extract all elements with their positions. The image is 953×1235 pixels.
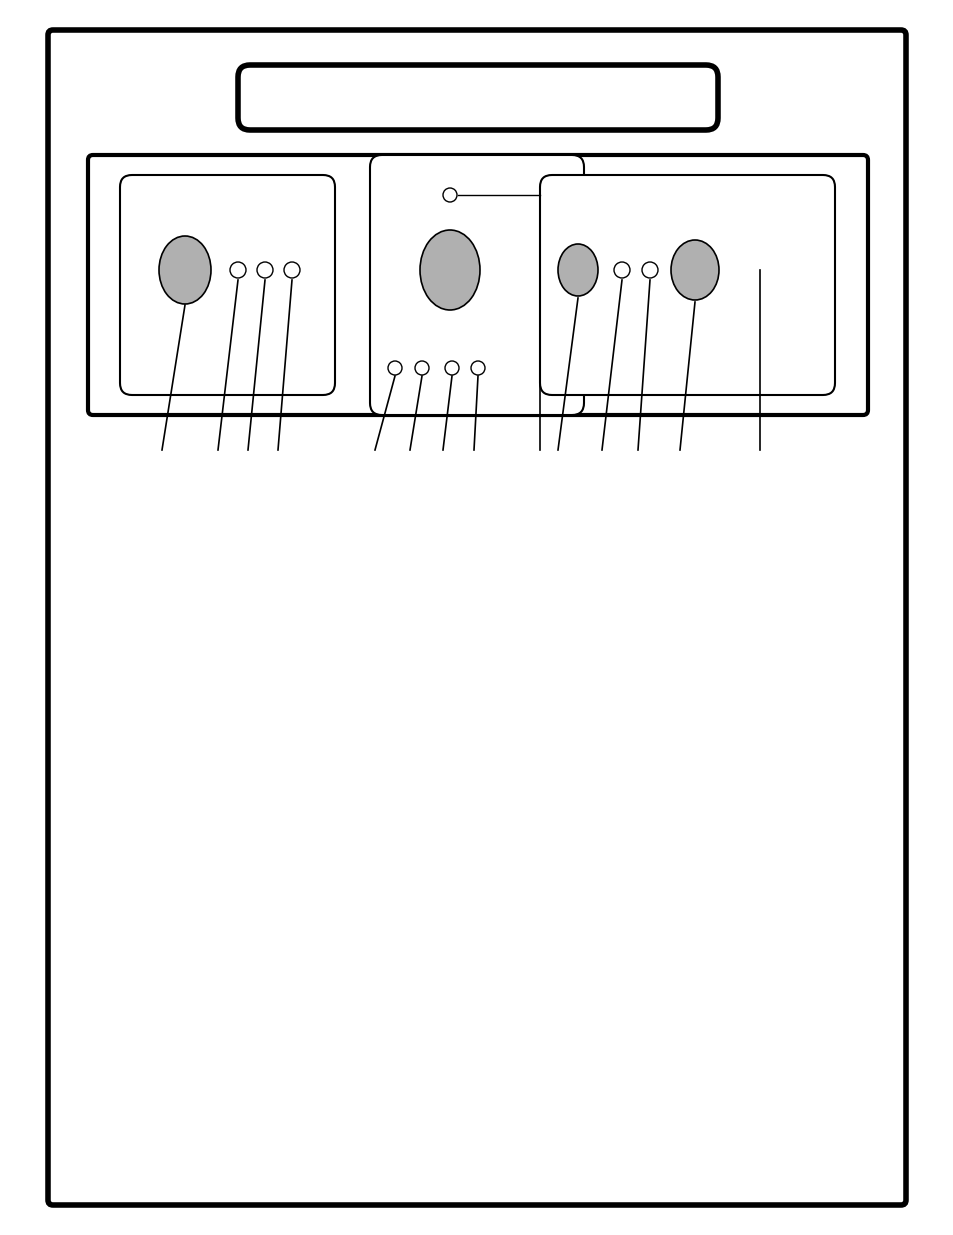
Ellipse shape <box>419 230 479 310</box>
FancyBboxPatch shape <box>48 30 905 1205</box>
FancyBboxPatch shape <box>370 156 583 415</box>
Ellipse shape <box>159 236 211 304</box>
Circle shape <box>442 188 456 203</box>
Circle shape <box>641 262 658 278</box>
Circle shape <box>388 361 401 375</box>
Ellipse shape <box>670 240 719 300</box>
FancyBboxPatch shape <box>539 175 834 395</box>
FancyBboxPatch shape <box>237 65 718 130</box>
Circle shape <box>230 262 246 278</box>
Circle shape <box>444 361 458 375</box>
Circle shape <box>284 262 299 278</box>
FancyBboxPatch shape <box>120 175 335 395</box>
Circle shape <box>256 262 273 278</box>
Ellipse shape <box>558 245 598 296</box>
Circle shape <box>471 361 484 375</box>
FancyBboxPatch shape <box>88 156 867 415</box>
Circle shape <box>415 361 429 375</box>
Circle shape <box>614 262 629 278</box>
